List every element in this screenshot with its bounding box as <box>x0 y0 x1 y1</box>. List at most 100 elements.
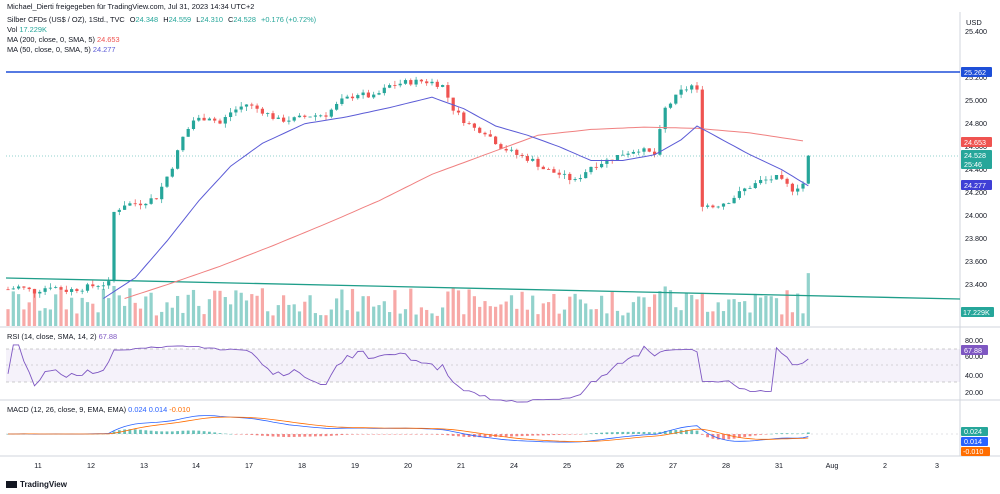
candle[interactable] <box>297 115 302 118</box>
candle[interactable] <box>552 169 556 173</box>
rsi-line[interactable] <box>7 344 809 403</box>
macd-legend[interactable]: MACD (12, 26, close, 9, EMA, EMA) 0.024 … <box>7 405 190 414</box>
candle[interactable] <box>207 118 211 121</box>
candle[interactable] <box>197 117 201 121</box>
candle[interactable] <box>737 191 741 198</box>
candle[interactable] <box>690 85 694 90</box>
candle[interactable] <box>361 92 365 96</box>
candle[interactable] <box>213 118 217 121</box>
candle[interactable] <box>589 166 593 173</box>
candle[interactable] <box>780 174 784 179</box>
ma50-line[interactable] <box>103 96 809 299</box>
candle[interactable] <box>557 172 561 175</box>
candle[interactable] <box>287 120 291 122</box>
candle[interactable] <box>22 286 26 288</box>
candle[interactable] <box>234 109 238 113</box>
candle[interactable] <box>409 80 413 85</box>
candle[interactable] <box>324 115 328 117</box>
candle[interactable] <box>107 281 111 286</box>
candle[interactable] <box>165 176 169 187</box>
candle[interactable] <box>674 94 678 104</box>
candle[interactable] <box>483 132 487 135</box>
candle[interactable] <box>149 198 153 204</box>
candle[interactable] <box>128 203 132 206</box>
candle[interactable] <box>626 153 630 155</box>
candle[interactable] <box>478 127 482 133</box>
candle[interactable] <box>796 188 800 192</box>
candle[interactable] <box>520 154 524 157</box>
candle[interactable] <box>32 289 37 294</box>
candle[interactable] <box>43 288 47 292</box>
candle[interactable] <box>176 150 180 169</box>
candle[interactable] <box>732 197 736 204</box>
rsi-legend[interactable]: RSI (14, close, SMA, 14, 2) 67.88 <box>7 332 117 341</box>
candle[interactable] <box>759 179 763 184</box>
candle[interactable] <box>748 188 752 189</box>
candle[interactable] <box>101 285 105 287</box>
candle[interactable] <box>202 117 206 121</box>
candle[interactable] <box>700 89 704 207</box>
support-trendline[interactable] <box>5 277 961 300</box>
candle[interactable] <box>85 284 90 291</box>
candle[interactable] <box>456 110 461 113</box>
candle[interactable] <box>716 206 720 208</box>
candle[interactable] <box>356 95 360 99</box>
candle[interactable] <box>393 85 397 86</box>
candle[interactable] <box>11 288 15 290</box>
candle[interactable] <box>377 93 381 95</box>
candle[interactable] <box>743 188 747 192</box>
candle[interactable] <box>462 112 466 124</box>
candle[interactable] <box>642 148 646 152</box>
candle[interactable] <box>335 103 339 110</box>
candle[interactable] <box>329 109 333 117</box>
candle[interactable] <box>239 106 243 110</box>
candle[interactable] <box>319 115 323 117</box>
macd-signal-line[interactable] <box>8 416 809 443</box>
candle[interactable] <box>313 115 317 117</box>
ma200-legend[interactable]: MA (200, close, 0, SMA, 5) 24.653 <box>7 35 120 44</box>
candle[interactable] <box>398 83 402 86</box>
candle[interactable] <box>584 172 588 179</box>
candle[interactable] <box>70 289 74 292</box>
candle[interactable] <box>467 123 471 124</box>
candle[interactable] <box>541 166 545 170</box>
candle[interactable] <box>54 287 58 288</box>
candle[interactable] <box>472 123 476 128</box>
candle[interactable] <box>568 173 572 181</box>
candlesticks[interactable] <box>6 76 810 298</box>
candle[interactable] <box>615 155 620 161</box>
candle[interactable] <box>525 156 529 161</box>
candle[interactable] <box>785 178 789 184</box>
ma200-line[interactable] <box>124 126 804 299</box>
candle[interactable] <box>515 149 519 155</box>
candle[interactable] <box>117 209 121 212</box>
candle[interactable] <box>229 112 233 118</box>
candle[interactable] <box>144 203 148 206</box>
candle[interactable] <box>366 92 370 98</box>
candle[interactable] <box>388 85 392 88</box>
candle[interactable] <box>488 134 492 137</box>
candle[interactable] <box>218 120 222 124</box>
candle[interactable] <box>806 155 810 184</box>
candle[interactable] <box>658 129 662 155</box>
candle[interactable] <box>17 286 21 289</box>
candle[interactable] <box>123 205 127 210</box>
candle[interactable] <box>753 183 757 189</box>
candle[interactable] <box>59 287 63 290</box>
candle[interactable] <box>382 87 386 94</box>
candle[interactable] <box>504 148 508 151</box>
candle[interactable] <box>425 81 429 84</box>
candle[interactable] <box>112 211 116 282</box>
candle[interactable] <box>430 81 434 84</box>
candle[interactable] <box>223 117 227 124</box>
candle[interactable] <box>774 174 779 180</box>
candle[interactable] <box>663 107 667 130</box>
candle[interactable] <box>509 149 514 151</box>
tradingview-logo[interactable]: TradingView <box>6 480 67 489</box>
candle[interactable] <box>48 287 52 289</box>
candle[interactable] <box>276 117 280 119</box>
candle[interactable] <box>244 104 249 107</box>
candle[interactable] <box>721 203 726 207</box>
candle[interactable] <box>451 97 455 111</box>
candle[interactable] <box>91 284 95 287</box>
